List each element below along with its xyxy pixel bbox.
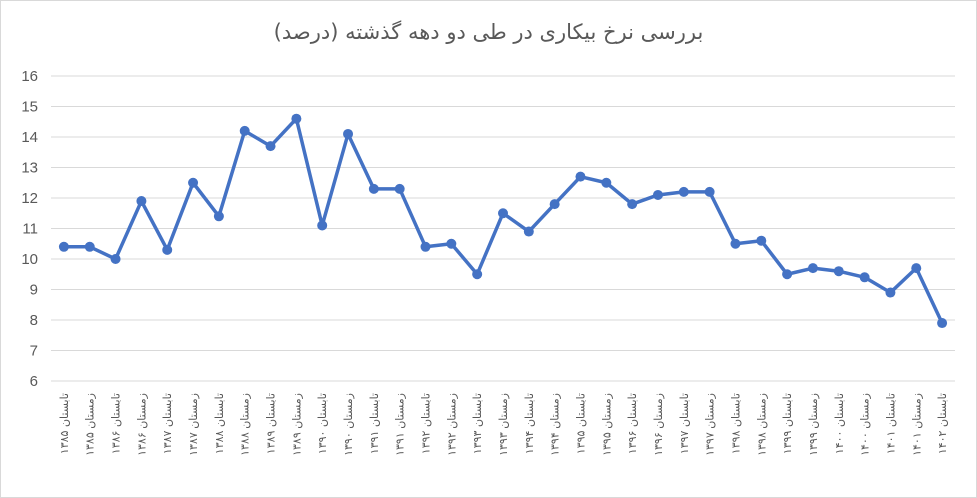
y-tick-label: 14 (21, 129, 38, 146)
data-point (446, 238, 457, 249)
gridlines (51, 75, 955, 382)
data-point (317, 220, 328, 231)
x-tick-label: تابستان ۱۳۹۴ (523, 393, 536, 454)
x-tick-label: تابستان ۱۳۹۹ (781, 393, 794, 454)
x-tick-label: زمستان ۱۳۹۰ (342, 393, 355, 456)
y-tick-label: 12 (21, 190, 38, 207)
x-tick-label: تابستان ۱۳۸۵ (58, 393, 71, 454)
x-tick-label: تابستان ۱۴۰۱ (884, 393, 897, 454)
x-axis-ticks: تابستان ۱۳۸۵ زمستان ۱۳۸۵ تابستان ۱۳۸۶ زمستا… (58, 393, 949, 456)
y-tick-label: 6 (30, 373, 38, 390)
data-point (265, 141, 276, 152)
x-tick-label: زمستان ۱۳۹۲ (445, 393, 458, 456)
data-point (498, 208, 508, 219)
x-tick-label: زمستان ۱۳۹۵ (600, 393, 613, 456)
data-point (110, 254, 121, 264)
x-tick-label: زمستان ۱۳۹۱ (394, 393, 407, 456)
x-tick-label: زمستان ۱۴۰۰ (859, 393, 872, 456)
data-point (833, 266, 844, 277)
y-tick-label: 16 (21, 68, 38, 85)
x-tick-label: تابستان ۱۳۹۷ (678, 393, 691, 454)
x-tick-label: تابستان ۱۳۸۸ (213, 393, 226, 454)
x-tick-label: زمستان ۱۳۸۵ (84, 393, 97, 456)
x-tick-label: زمستان ۱۴۰۱ (910, 393, 923, 456)
data-point (291, 113, 302, 124)
x-tick-label: تابستان ۱۳۹۰ (316, 393, 329, 454)
data-point (58, 241, 69, 252)
data-point (937, 318, 948, 329)
x-tick-label: زمستان ۱۳۹۹ (807, 393, 820, 456)
data-point (549, 199, 560, 210)
data-point (911, 263, 922, 274)
data-point (420, 241, 431, 252)
data-point (730, 238, 741, 249)
x-tick-label: زمستان ۱۳۹۷ (704, 393, 717, 456)
x-tick-label: تابستان ۱۴۰۰ (833, 393, 846, 454)
y-tick-label: 7 (30, 343, 38, 360)
x-tick-label: تابستان ۱۳۹۶ (626, 393, 639, 454)
y-axis-ticks: 6 7 8 9 10 11 12 13 14 15 16 (21, 68, 38, 390)
x-tick-label: تابستان ۱۳۹۵ (574, 393, 587, 454)
data-point (756, 235, 767, 246)
data-point (859, 272, 870, 283)
y-tick-label: 11 (22, 221, 38, 238)
y-tick-label: 15 (21, 99, 38, 116)
data-point (601, 177, 612, 188)
data-point (162, 244, 173, 255)
x-tick-label: تابستان ۱۴۰۲ (936, 393, 949, 454)
x-tick-label: زمستان ۱۳۸۹ (290, 393, 303, 456)
data-point (678, 186, 689, 197)
data-point (239, 125, 250, 136)
data-point (523, 226, 534, 237)
y-tick-label: 8 (30, 312, 38, 329)
y-tick-label: 13 (21, 160, 38, 177)
data-point (84, 241, 95, 252)
x-tick-label: تابستان ۱۳۹۲ (420, 393, 433, 454)
x-tick-label: تابستان ۱۳۸۷ (161, 393, 174, 454)
x-tick-label: زمستان ۱۳۹۴ (549, 393, 562, 456)
series-line (62, 116, 944, 325)
y-tick-label: 9 (30, 282, 38, 299)
x-tick-label: زمستان ۱۳۸۸ (239, 393, 252, 456)
x-tick-label: تابستان ۱۳۹۸ (729, 393, 742, 454)
data-point (885, 287, 896, 298)
chart-title: بررسی نرخ بیکاری در طی دو دهه گذشته (درص… (273, 20, 704, 44)
data-point (343, 128, 354, 139)
y-tick-label: 10 (21, 251, 38, 268)
x-tick-label: تابستان ۱۳۸۶ (110, 393, 123, 454)
data-point (807, 263, 818, 274)
data-point (394, 183, 405, 194)
x-tick-label: تابستان ۱۳۸۹ (265, 393, 278, 454)
x-tick-label: زمستان ۱۳۸۶ (135, 393, 148, 456)
x-tick-label: تابستان ۱۳۹۱ (368, 393, 381, 454)
data-point (188, 177, 199, 188)
data-point (575, 171, 586, 182)
data-point (472, 269, 483, 280)
data-point (213, 211, 224, 222)
data-point (782, 269, 793, 280)
data-point (627, 199, 638, 210)
data-point (652, 189, 663, 200)
x-tick-label: زمستان ۱۳۸۷ (187, 393, 200, 456)
data-point (136, 196, 147, 207)
x-tick-label: زمستان ۱۳۹۳ (497, 393, 510, 456)
data-point (368, 183, 379, 194)
x-tick-label: تابستان ۱۳۹۳ (471, 393, 484, 454)
data-point (704, 186, 715, 197)
series-group (58, 113, 948, 329)
x-tick-label: زمستان ۱۳۹۶ (652, 393, 665, 456)
x-tick-label: زمستان ۱۳۹۸ (755, 393, 768, 456)
